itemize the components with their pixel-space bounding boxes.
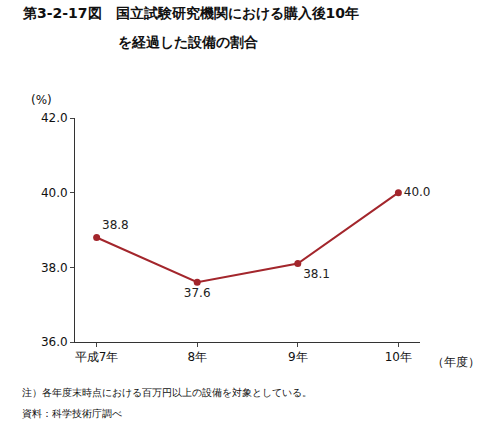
svg-text:8年: 8年 [187,350,207,364]
svg-text:(%): (%) [31,93,52,107]
svg-text:40.0: 40.0 [41,186,68,200]
svg-text:36.0: 36.0 [41,335,68,349]
svg-text:37.6: 37.6 [184,286,211,300]
svg-text:38.8: 38.8 [102,218,129,232]
svg-text:（年度）: （年度） [432,355,480,369]
svg-text:38.0: 38.0 [41,261,68,275]
svg-text:40.0: 40.0 [404,185,431,199]
svg-text:平成7年: 平成7年 [75,350,119,364]
svg-text:9年: 9年 [288,350,308,364]
svg-text:第3-2-17図 国立試験研究機関における購入後10年: 第3-2-17図 国立試験研究機関における購入後10年 [22,5,359,21]
svg-text:42.0: 42.0 [41,111,68,125]
svg-text:10年: 10年 [385,350,412,364]
svg-text:を経過した設備の割合: を経過した設備の割合 [118,34,258,50]
svg-text:注）各年度末時点における百万円以上の設備を対象としている。: 注）各年度末時点における百万円以上の設備を対象としている。 [22,387,312,398]
svg-text:38.1: 38.1 [303,267,330,281]
svg-text:資料：科学技術庁調べ: 資料：科学技術庁調べ [22,408,122,419]
